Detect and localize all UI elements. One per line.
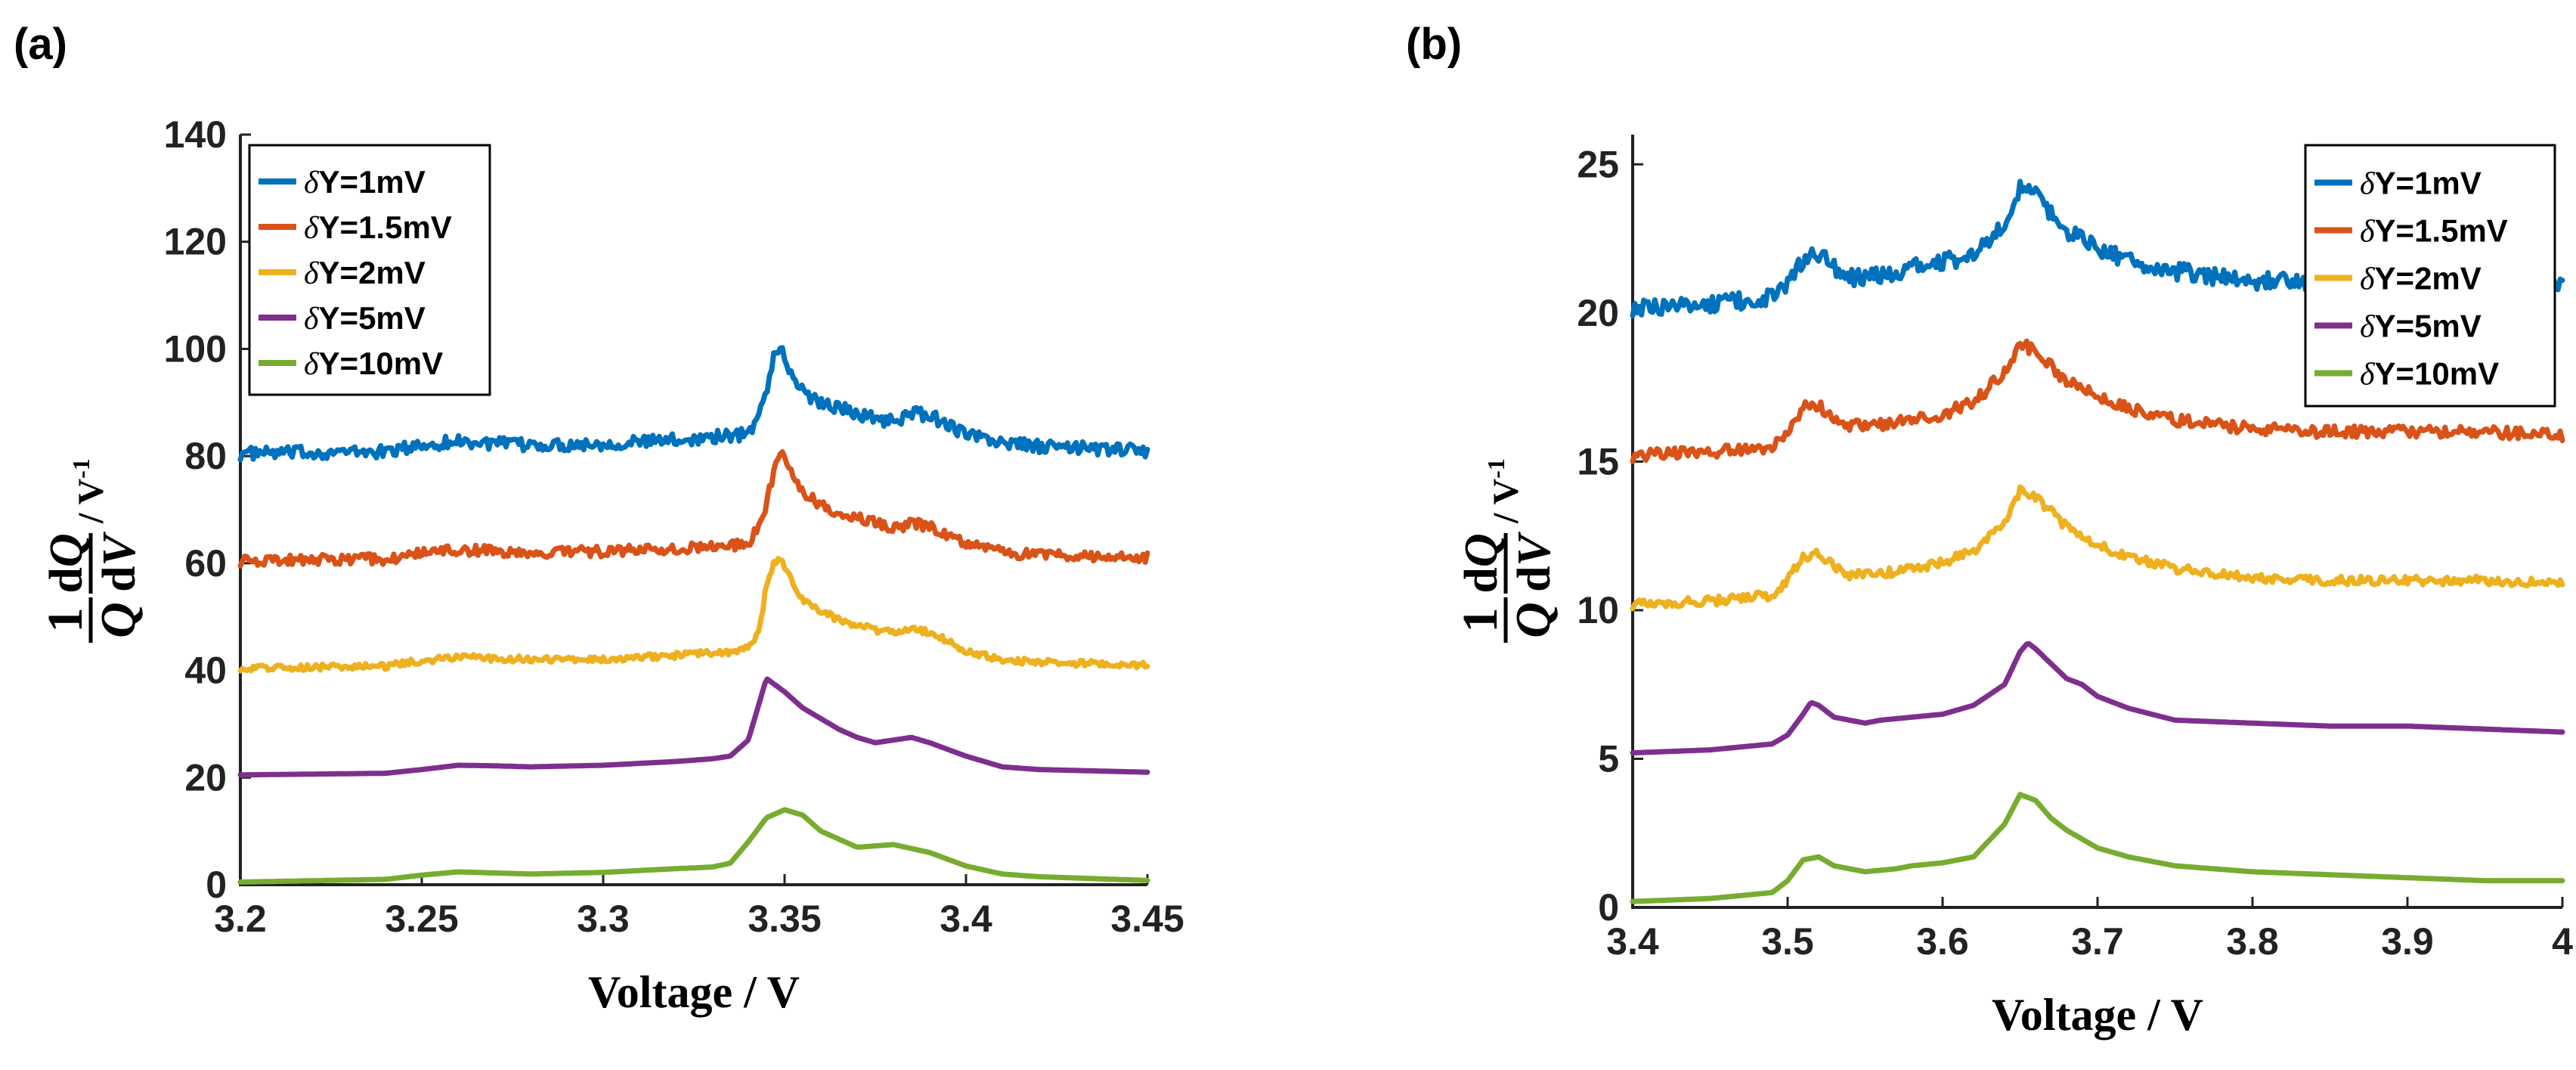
y-tick-label: 0 [206, 864, 227, 906]
ylabel-unit: / V-1 [1482, 458, 1526, 524]
y-tick-label: 20 [1577, 292, 1619, 334]
legend-entry: δY=1mV [2360, 166, 2482, 202]
plot-area-a: 3.2 3.25 3.3 3.35 3.4 3.45 0 20 40 60 80 100 120 140 V… [164, 113, 1184, 1017]
legend: δY=1mV δY=1.5mV δY=2mV δY=5mV δY=10mV [2304, 144, 2556, 408]
legend-entry: δY=5mV [304, 300, 426, 337]
y-tick-label: 0 [1598, 886, 1619, 929]
panel-a: (a) 1 Q dQ dV / V-1 3.2 3.25 3.3 3.35 3.4 3.4… [14, 20, 1184, 1017]
legend-entry: δY=1mV [304, 164, 426, 200]
legend-entry: δY=1.5mV [304, 209, 452, 246]
panel-a-label: (a) [14, 20, 67, 69]
ylabel-dv: dV [1509, 531, 1560, 591]
y-tick-label: 100 [164, 327, 227, 370]
legend-entry: δY=2mV [2360, 261, 2482, 297]
x-tick-label: 3.4 [1606, 920, 1659, 963]
panel-b-ylabel: 1 Q dQ dV / V-1 [1453, 458, 1561, 643]
y-tick-label: 10 [1577, 589, 1619, 631]
x-tick-label: 3.5 [1761, 920, 1814, 963]
series-line [1630, 338, 2565, 464]
x-tick-label: 3.45 [1110, 898, 1184, 940]
legend: δY=1mV δY=1.5mV δY=2mV δY=5mV δY=10mV [248, 144, 491, 396]
legend-entry: δY=2mV [304, 255, 426, 291]
x-tick-label: 3.4 [940, 898, 992, 940]
x-axis-title: Voltage / V [1992, 990, 2203, 1040]
series-line [237, 449, 1150, 569]
series-line [237, 345, 1150, 463]
y-tick-label: 60 [184, 542, 227, 585]
panel-b: (b) 1 Q dQ dV / V-1 3.4 3.5 3.6 3.7 3.8 3.9 4 0… [1406, 20, 2573, 1040]
ylabel-q: Q [1506, 602, 1561, 638]
panel-b-label: (b) [1406, 20, 1462, 69]
y-tick-label: 5 [1598, 737, 1619, 780]
legend-entry: δY=10mV [304, 346, 443, 382]
x-tick-label: 3.9 [2381, 920, 2434, 963]
series-line [237, 807, 1150, 885]
y-tick-label: 25 [1577, 143, 1619, 185]
ylabel-dv: dV [94, 531, 145, 591]
x-tick-label: 3.35 [748, 898, 821, 940]
y-tick-label: 120 [164, 221, 227, 263]
panel-a-ylabel: 1 Q dQ dV / V-1 [38, 458, 146, 643]
ylabel-q: Q [91, 602, 146, 638]
y-tick-label: 40 [184, 650, 227, 692]
x-tick-label: 3.8 [2226, 920, 2279, 963]
x-axis-title: Voltage / V [588, 967, 800, 1017]
ylabel-dq: dQ [1456, 533, 1507, 593]
ylabel-one: 1 [1453, 608, 1508, 633]
series-line [237, 676, 1150, 778]
y-tick-label: 20 [184, 756, 227, 799]
x-tick-label: 3.7 [2071, 920, 2124, 963]
y-tick-label: 80 [184, 435, 227, 477]
ylabel-one: 1 [38, 608, 93, 633]
series-line [1630, 484, 2565, 612]
legend-entry: δY=5mV [2360, 309, 2482, 345]
x-tick-label: 3.2 [214, 898, 267, 940]
series-line [1630, 792, 2565, 904]
plot-area-b: 3.4 3.5 3.6 3.7 3.8 3.9 4 0 5 10 15 20 25 Voltage / V… [1577, 135, 2573, 1040]
series-line [1630, 640, 2565, 756]
ylabel-unit: / V-1 [67, 458, 111, 524]
legend-entry: δY=10mV [2360, 356, 2499, 392]
x-tick-label: 3.25 [385, 898, 458, 940]
x-tick-label: 4 [2552, 920, 2573, 963]
x-tick-label: 3.6 [1916, 920, 1969, 963]
y-tick-label: 140 [164, 113, 227, 156]
y-tick-label: 15 [1577, 440, 1619, 482]
x-tick-label: 3.3 [577, 898, 630, 940]
series-line [237, 556, 1150, 674]
ylabel-dq: dQ [41, 533, 92, 593]
legend-entry: δY=1.5mV [2360, 213, 2508, 250]
